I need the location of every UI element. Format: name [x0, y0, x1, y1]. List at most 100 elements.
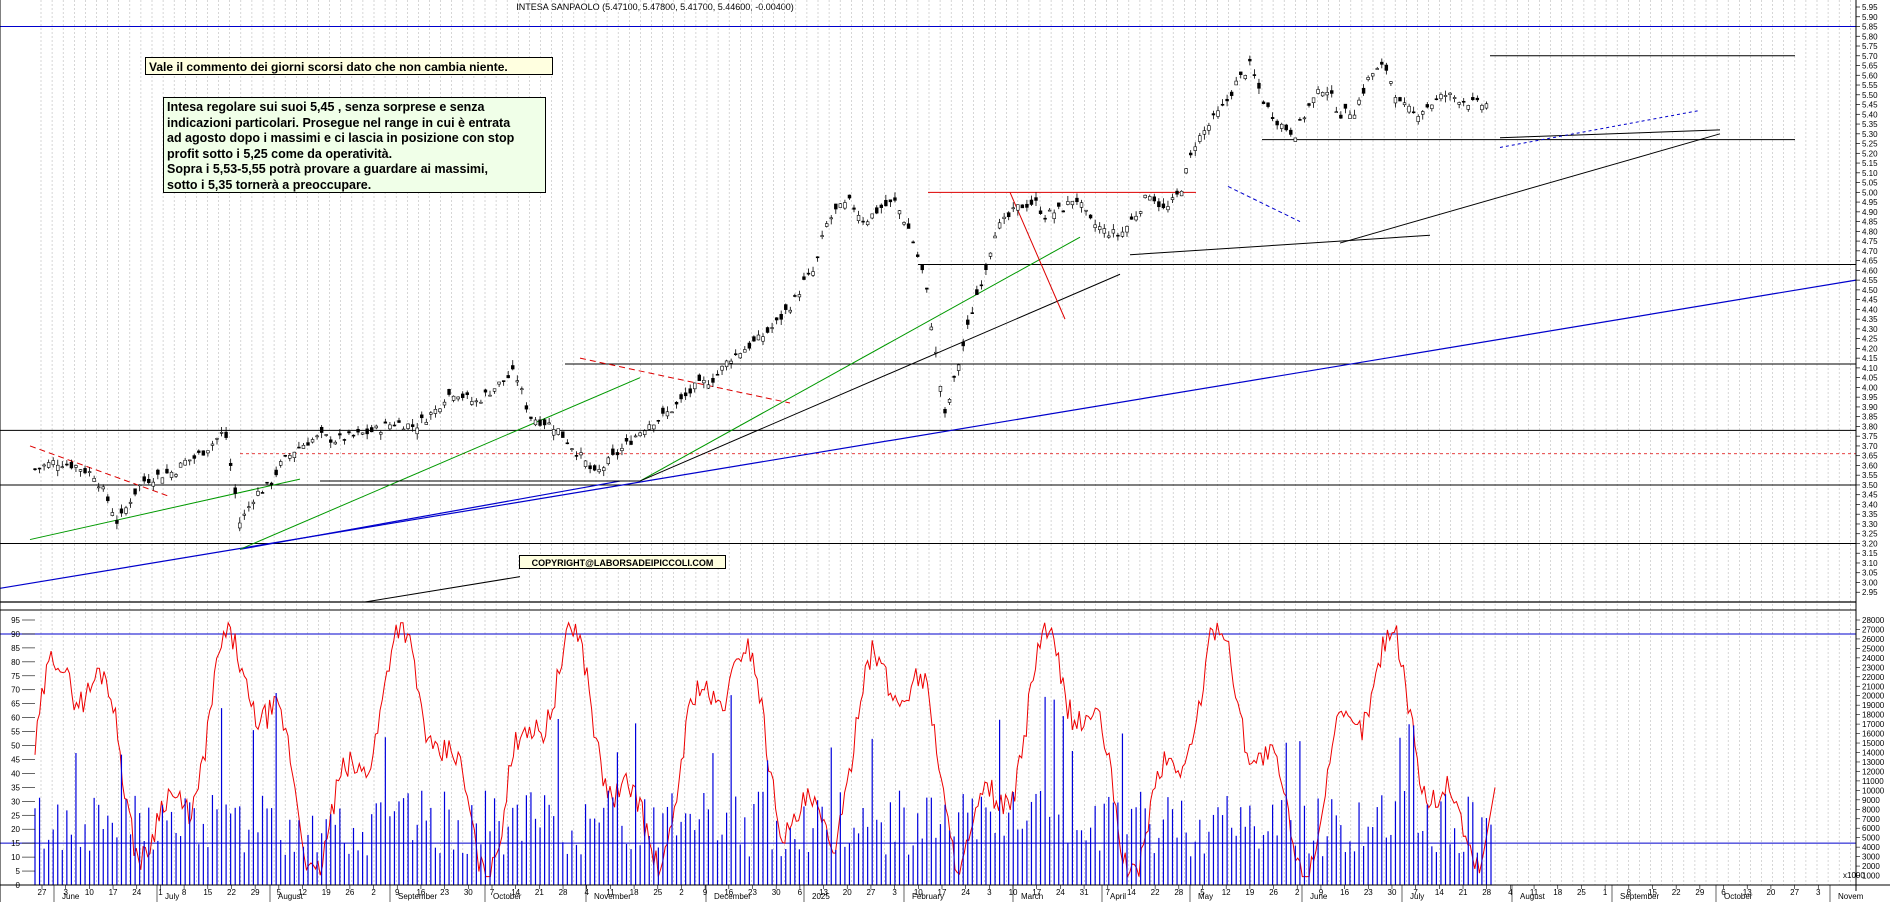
chart-title: INTESA SANPAOLO (5.47100, 5.47800, 5.417…: [516, 2, 794, 12]
volume-tick-label: 5000: [1862, 834, 1880, 843]
price-tick-label: 3.55: [1862, 471, 1878, 480]
osc-tick-label: 5: [16, 867, 21, 876]
x-tick-label: 24: [1056, 888, 1065, 897]
candle-body: [306, 442, 310, 446]
x-tick-label: 14: [1127, 888, 1136, 897]
candle-body: [824, 223, 829, 227]
x-tick-label: 30: [1388, 888, 1397, 897]
x-tick-label: 26: [1269, 888, 1278, 897]
x-tick-label: 18: [1553, 888, 1562, 897]
candle-body: [1184, 168, 1188, 174]
candle-body: [843, 202, 847, 209]
candle-body: [529, 416, 533, 419]
month-label: February: [912, 892, 944, 901]
price-tick-label: 5.05: [1862, 179, 1878, 188]
analysis-note: Intesa regolare sui suoi 5,45 , senza so…: [163, 97, 546, 193]
price-tick-label: 5.15: [1862, 159, 1878, 168]
price-tick-label: 4.95: [1862, 198, 1878, 207]
candle-body: [470, 401, 474, 405]
x-tick-label: 28: [1482, 888, 1491, 897]
candle-body: [929, 326, 934, 331]
candle-body: [197, 450, 201, 453]
price-candles: [33, 55, 1489, 532]
price-tick-label: 3.05: [1862, 569, 1878, 578]
candle-body: [365, 428, 369, 435]
x-tick-label: 2: [1295, 888, 1300, 897]
candle-body: [1371, 73, 1375, 77]
price-tick-label: 3.30: [1862, 520, 1878, 529]
candle-body: [1043, 217, 1047, 220]
candle-body: [1330, 90, 1334, 94]
candle-body: [1239, 71, 1243, 75]
candle-body: [142, 476, 146, 482]
x-tick-label: 3: [892, 888, 897, 897]
osc-tick-label: 85: [11, 644, 20, 653]
candle-body: [1225, 98, 1229, 102]
x-tick-label: 17: [1032, 888, 1041, 897]
candle-body: [447, 389, 451, 395]
x-tick-label: 22: [1672, 888, 1681, 897]
price-tick-label: 4.15: [1862, 354, 1878, 363]
candle-body: [1193, 146, 1197, 151]
candle-body: [1398, 97, 1402, 102]
volume-tick-label: 3000: [1862, 853, 1880, 862]
volume-tick-label: 19000: [1862, 701, 1885, 710]
candle-body: [415, 427, 419, 435]
candle-body: [1047, 209, 1052, 212]
candle-body: [661, 407, 665, 414]
candle-body: [1484, 103, 1489, 109]
volume-tick-label: 1000: [1862, 872, 1880, 881]
candle-body: [893, 197, 897, 201]
candle-body: [588, 465, 592, 470]
candle-body: [706, 384, 711, 389]
price-tick-label: 4.55: [1862, 276, 1878, 285]
volume-tick-label: 22000: [1862, 673, 1885, 682]
candle-body: [388, 424, 392, 430]
trendline: [639, 273, 1121, 482]
candle-body: [1280, 123, 1284, 129]
candle-body: [1084, 209, 1088, 212]
price-tick-label: 4.60: [1862, 266, 1878, 275]
candle-body: [984, 263, 988, 270]
candle-body: [1434, 98, 1439, 101]
x-tick-label: 20: [1766, 888, 1775, 897]
volume-tick-label: 28000: [1862, 616, 1885, 625]
candle-body: [165, 468, 169, 474]
candle-body: [1261, 101, 1266, 104]
candle-body: [1339, 114, 1343, 119]
x-tick-label: 7: [1413, 888, 1418, 897]
price-tick-label: 5.10: [1862, 169, 1878, 178]
candle-body: [1475, 97, 1480, 101]
price-tick-label: 4.45: [1862, 296, 1878, 305]
candle-body: [547, 422, 551, 425]
candle-body: [920, 264, 924, 271]
candle-body: [92, 478, 96, 482]
volume-tick-label: 7000: [1862, 815, 1880, 824]
price-tick-label: 5.80: [1862, 32, 1878, 41]
month-label: October: [493, 892, 522, 901]
candle-body: [374, 425, 378, 429]
candle-body: [856, 215, 861, 221]
x-tick-label: 9: [1319, 888, 1324, 897]
candle-body: [1361, 87, 1366, 94]
candle-body: [602, 467, 606, 471]
candle-body: [1229, 91, 1234, 96]
candle-body: [65, 463, 69, 466]
candle-body: [793, 295, 797, 297]
candle-body: [1198, 135, 1202, 142]
candle-body: [697, 374, 702, 381]
trendline: [364, 576, 521, 603]
x-tick-label: 7: [490, 888, 495, 897]
candle-body: [1480, 105, 1484, 111]
candle-body: [406, 423, 410, 429]
candle-body: [137, 484, 142, 487]
candle-body: [351, 434, 356, 437]
candle-body: [274, 469, 278, 476]
x-tick-label: 16: [416, 888, 425, 897]
candle-body: [46, 462, 51, 468]
candle-body: [156, 469, 160, 475]
candle-body: [106, 496, 110, 502]
candle-body: [1088, 214, 1093, 219]
candle-body: [233, 487, 237, 494]
